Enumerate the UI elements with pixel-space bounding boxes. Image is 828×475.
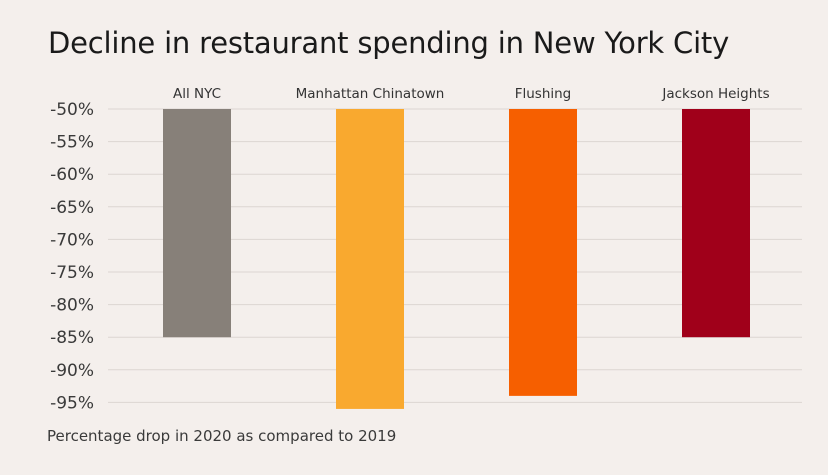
bars: [163, 109, 750, 409]
category-label-jackson-heights: Jackson Heights: [661, 86, 769, 102]
chart-footnote: Percentage drop in 2020 as compared to 2…: [47, 427, 397, 445]
bar-jackson-heights: [682, 109, 750, 338]
y-tick-label: -90%: [50, 361, 94, 381]
y-tick-label: -70%: [50, 230, 94, 250]
category-labels: All NYC Manhattan Chinatown Flushing Jackso…: [173, 86, 770, 102]
category-label-manhattan-chinatown: Manhattan Chinatown: [296, 86, 445, 102]
y-tick-label: -50%: [50, 100, 94, 120]
y-tick-label: -65%: [50, 198, 94, 218]
bar-manhattan-chinatown: [336, 109, 404, 409]
bar-all-nyc: [163, 109, 231, 338]
chart-title: Decline in restaurant spending in New Yo…: [48, 26, 730, 60]
y-tick-label: -60%: [50, 165, 94, 185]
category-label-all-nyc: All NYC: [173, 86, 221, 102]
category-label-flushing: Flushing: [515, 86, 572, 102]
y-axis-ticks: -50% -55% -60% -65% -70% -75% -80% -85% -90% -95%: [50, 100, 94, 413]
y-tick-label: -85%: [50, 328, 94, 348]
y-tick-label: -75%: [50, 263, 94, 283]
y-tick-label: -55%: [50, 133, 94, 153]
y-tick-label: -95%: [50, 393, 94, 413]
y-tick-label: -80%: [50, 296, 94, 316]
bar-flushing: [509, 109, 577, 396]
